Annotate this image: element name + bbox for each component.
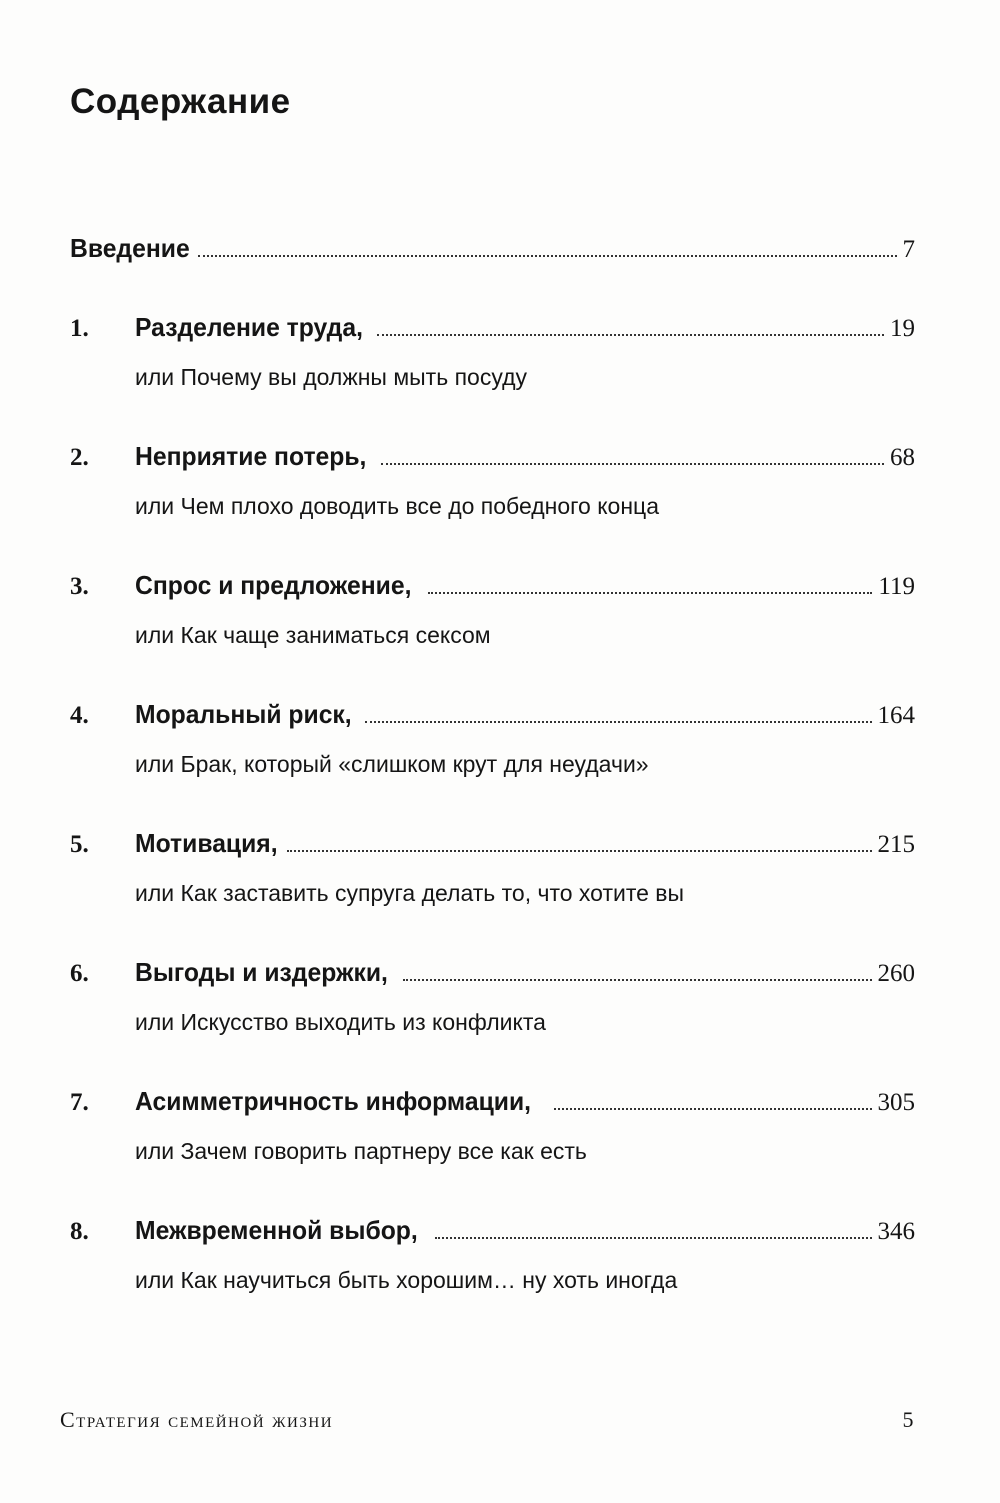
chapter-title: Разделение труда, bbox=[135, 312, 363, 342]
chapter-title: Мотивация, bbox=[135, 828, 278, 858]
chapter-title: Асимметричность информации, bbox=[135, 1086, 532, 1116]
dot-leader bbox=[198, 255, 897, 257]
intro-page: 7 bbox=[902, 236, 916, 263]
chapter-number: 2. bbox=[70, 444, 89, 471]
toc-entry[interactable]: 8. Межвременной выбор, 346 bbox=[70, 1215, 915, 1246]
chapter-page: 19 bbox=[890, 315, 915, 342]
chapter-subtitle: или Брак, который «слишком крут для неуд… bbox=[135, 751, 649, 777]
page-number: 5 bbox=[902, 1407, 915, 1432]
dot-leader bbox=[365, 721, 872, 723]
dot-leader bbox=[434, 1237, 872, 1239]
chapter-subtitle: или Искусство выходить из конфликта bbox=[135, 1009, 546, 1035]
dot-leader bbox=[427, 592, 873, 594]
chapter-number: 4. bbox=[70, 702, 89, 729]
dot-leader bbox=[376, 334, 884, 336]
chapter-subtitle: или Как чаще заниматься сексом bbox=[135, 622, 491, 648]
toc-entry[interactable]: 3. Спрос и предложение, 119 bbox=[70, 570, 915, 601]
chapter-title: Спрос и предложение, bbox=[135, 570, 412, 600]
running-title: Стратегия семейной жизни bbox=[60, 1407, 334, 1432]
chapter-page: 346 bbox=[877, 1218, 916, 1245]
toc-entry[interactable]: 4. Моральный риск, 164 bbox=[70, 699, 915, 730]
chapter-page: 164 bbox=[877, 702, 916, 729]
toc-entry[interactable]: 6. Выгоды и издержки, 260 bbox=[70, 957, 915, 988]
toc-entry[interactable]: 7. Асимметричность информации, 305 bbox=[70, 1086, 915, 1117]
chapter-subtitle: или Чем плохо доводить все до победного … bbox=[135, 493, 660, 519]
chapter-page: 119 bbox=[878, 573, 915, 600]
chapter-number: 8. bbox=[70, 1218, 89, 1245]
chapter-number: 6. bbox=[70, 960, 89, 987]
dot-leader bbox=[380, 463, 884, 465]
dot-leader bbox=[553, 1108, 872, 1110]
chapter-page: 260 bbox=[877, 960, 916, 987]
chapter-subtitle: или Как заставить супруга делать то, что… bbox=[135, 880, 685, 906]
chapter-page: 305 bbox=[877, 1089, 916, 1116]
dot-leader bbox=[287, 850, 872, 852]
toc-entry[interactable]: 2. Неприятие потерь, 68 bbox=[70, 441, 915, 472]
chapter-subtitle: или Как научиться быть хорошим… ну хоть … bbox=[135, 1267, 678, 1293]
chapter-title: Неприятие потерь, bbox=[135, 441, 367, 471]
chapter-subtitle: или Почему вы должны мыть посуду bbox=[135, 364, 527, 390]
intro-title: Введение bbox=[70, 233, 190, 263]
chapter-page: 215 bbox=[877, 831, 916, 858]
chapter-number: 7. bbox=[70, 1089, 89, 1116]
chapter-title: Межвременной выбор, bbox=[135, 1215, 418, 1245]
page-title: Содержание bbox=[70, 82, 291, 121]
toc-entry-intro[interactable]: Введение 7 bbox=[70, 233, 915, 264]
chapter-number: 3. bbox=[70, 573, 89, 600]
chapter-number: 1. bbox=[70, 315, 89, 342]
toc-entry[interactable]: 5. Мотивация, 215 bbox=[70, 828, 915, 859]
page-footer: Стратегия семейной жизни 5 bbox=[60, 1407, 915, 1433]
chapter-title: Выгоды и издержки, bbox=[135, 957, 388, 987]
chapter-number: 5. bbox=[70, 831, 89, 858]
chapter-page: 68 bbox=[890, 444, 915, 471]
chapter-title: Моральный риск, bbox=[135, 699, 352, 729]
toc-entry[interactable]: 1. Разделение труда, 19 bbox=[70, 312, 915, 343]
chapter-subtitle: или Зачем говорить партнеру все как есть bbox=[135, 1138, 587, 1164]
dot-leader bbox=[403, 979, 872, 981]
